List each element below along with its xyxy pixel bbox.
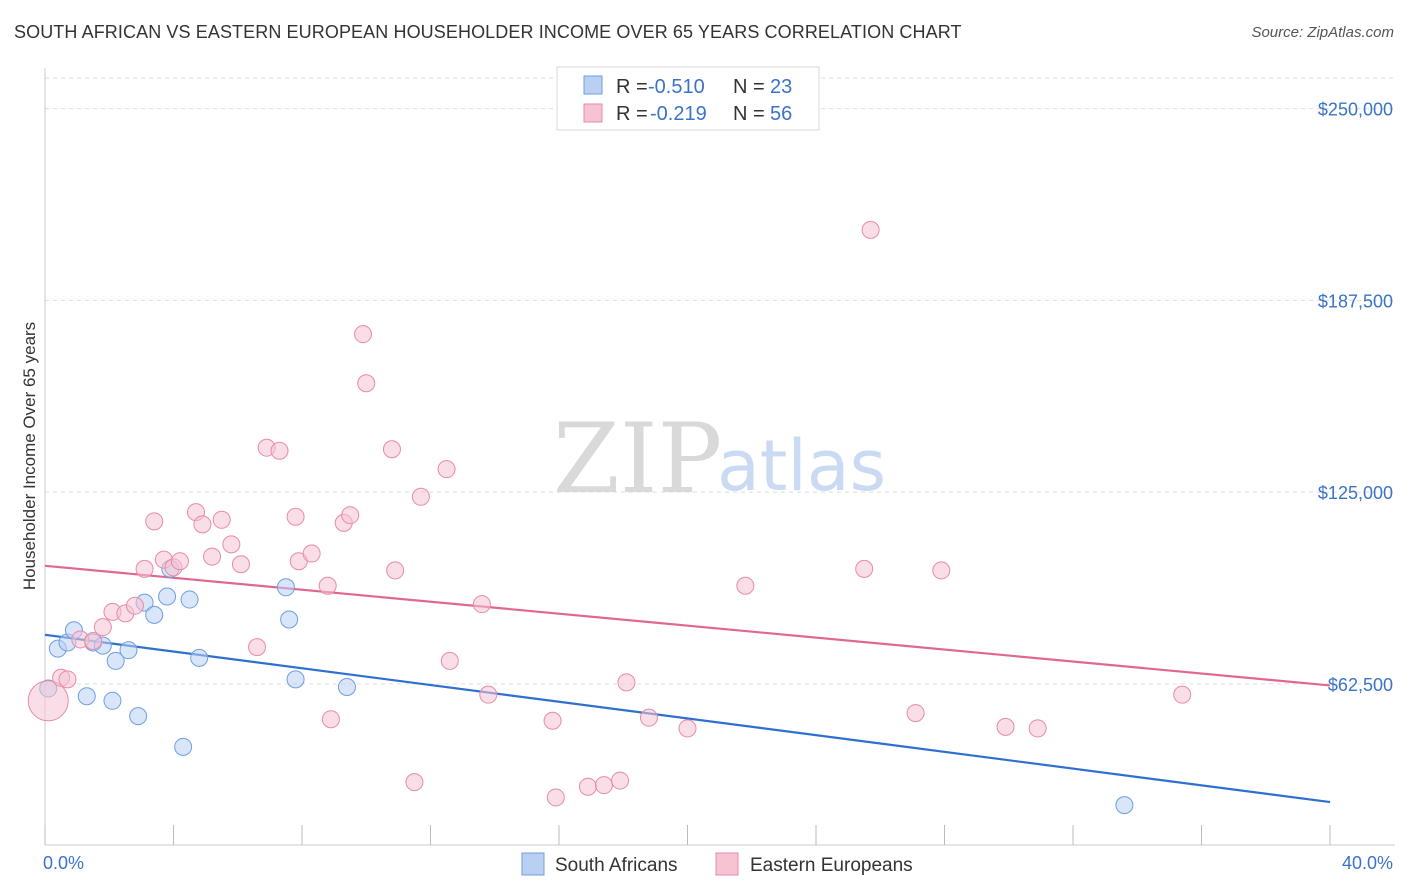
legend-n-label-1: N = bbox=[733, 76, 765, 98]
point-eastern-europeans bbox=[440, 651, 459, 670]
point-eastern-europeans bbox=[861, 220, 880, 239]
point-eastern-europeans bbox=[617, 673, 636, 692]
y-tick-labels: $250,000 $187,500 $125,000 $62,500 bbox=[1318, 100, 1393, 695]
point-eastern-europeans bbox=[170, 552, 189, 571]
point-eastern-europeans bbox=[203, 547, 222, 566]
legend-r-value-2: -0.219 bbox=[650, 103, 707, 125]
legend-swatch-eastern-europeans bbox=[583, 103, 603, 123]
point-eastern-europeans bbox=[135, 559, 154, 578]
series-legend-swatch-eastern-europeans bbox=[715, 852, 739, 876]
point-eastern-europeans bbox=[736, 576, 755, 595]
point-eastern-europeans bbox=[1173, 685, 1192, 704]
point-eastern-europeans bbox=[357, 374, 376, 393]
point-eastern-europeans bbox=[231, 555, 250, 574]
x-tick-label-min: 0.0% bbox=[43, 853, 84, 873]
point-south-africans bbox=[106, 651, 125, 670]
watermark: ZIP atlas bbox=[553, 403, 886, 515]
point-eastern-europeans bbox=[611, 771, 630, 790]
point-eastern-europeans bbox=[270, 441, 289, 460]
point-south-africans bbox=[145, 605, 164, 624]
point-eastern-europeans bbox=[639, 708, 658, 727]
point-south-africans bbox=[77, 687, 96, 706]
point-south-africans bbox=[190, 648, 209, 667]
point-eastern-europeans bbox=[678, 719, 697, 738]
legend-swatch-south-africans bbox=[583, 75, 603, 95]
point-eastern-europeans bbox=[125, 596, 144, 615]
point-eastern-europeans bbox=[145, 512, 164, 531]
y-axis-title: Householder Income Over 65 years bbox=[20, 322, 39, 590]
point-eastern-europeans bbox=[354, 325, 373, 344]
series-legend-swatch-south-africans bbox=[521, 852, 545, 876]
point-eastern-europeans bbox=[437, 460, 456, 479]
chart-title: SOUTH AFRICAN VS EASTERN EUROPEAN HOUSEH… bbox=[14, 22, 962, 42]
point-eastern-europeans bbox=[472, 595, 491, 614]
point-south-africans bbox=[286, 670, 305, 689]
series-legend: South Africans Eastern Europeans bbox=[521, 852, 913, 876]
point-eastern-europeans bbox=[405, 773, 424, 792]
point-south-africans bbox=[174, 737, 193, 756]
point-eastern-europeans bbox=[996, 717, 1015, 736]
point-eastern-europeans bbox=[1028, 719, 1047, 738]
point-eastern-europeans bbox=[341, 506, 360, 525]
stats-legend: R = -0.510 N = 23 R = -0.219 N = 56 bbox=[556, 66, 820, 131]
point-eastern-europeans bbox=[546, 788, 565, 807]
point-south-africans bbox=[119, 641, 138, 660]
legend-r-label-1: R = bbox=[616, 76, 648, 98]
legend-n-value-1: 23 bbox=[770, 76, 792, 98]
point-eastern-europeans bbox=[93, 618, 112, 637]
legend-r-label-2: R = bbox=[616, 103, 648, 125]
point-south-africans bbox=[280, 610, 299, 629]
axes bbox=[44, 68, 1395, 846]
point-eastern-europeans bbox=[411, 487, 430, 506]
series-legend-label-eastern-europeans: Eastern Europeans bbox=[750, 855, 913, 876]
y-tick-label: $125,000 bbox=[1318, 483, 1393, 503]
trend-line-south-africans bbox=[44, 633, 1331, 804]
point-eastern-europeans bbox=[594, 776, 613, 795]
point-eastern-europeans bbox=[222, 535, 241, 554]
point-eastern-europeans bbox=[321, 710, 340, 729]
point-eastern-europeans bbox=[27, 680, 69, 722]
y-tick-label: $187,500 bbox=[1318, 291, 1393, 311]
x-tick-label-max: 40.0% bbox=[1342, 853, 1393, 873]
point-eastern-europeans bbox=[932, 561, 951, 580]
point-eastern-europeans bbox=[578, 777, 597, 796]
point-eastern-europeans bbox=[58, 670, 77, 689]
point-eastern-europeans bbox=[212, 510, 231, 529]
legend-n-value-2: 56 bbox=[770, 103, 792, 125]
point-eastern-europeans bbox=[286, 507, 305, 526]
point-south-africans bbox=[1115, 796, 1134, 815]
point-eastern-europeans bbox=[382, 440, 401, 459]
legend-r-value-1: -0.510 bbox=[648, 76, 705, 98]
point-eastern-europeans bbox=[906, 704, 925, 723]
point-eastern-europeans bbox=[302, 544, 321, 563]
point-eastern-europeans bbox=[855, 559, 874, 578]
point-eastern-europeans bbox=[386, 561, 405, 580]
point-eastern-europeans bbox=[248, 638, 267, 657]
point-eastern-europeans bbox=[479, 685, 498, 704]
trend-line-eastern-europeans bbox=[44, 564, 1331, 687]
legend-n-label-2: N = bbox=[733, 103, 765, 125]
point-eastern-europeans bbox=[318, 576, 337, 595]
chart-source: Source: ZipAtlas.com bbox=[1251, 24, 1394, 41]
point-south-africans bbox=[158, 587, 177, 606]
point-south-africans bbox=[129, 707, 148, 726]
point-south-africans bbox=[276, 578, 295, 597]
trend-lines bbox=[44, 564, 1331, 804]
watermark-atlas: atlas bbox=[717, 425, 886, 507]
data-points bbox=[27, 220, 1192, 815]
point-south-africans bbox=[337, 677, 356, 696]
watermark-zip: ZIP bbox=[553, 403, 722, 515]
point-eastern-europeans bbox=[193, 515, 212, 534]
point-south-africans bbox=[180, 590, 199, 609]
series-legend-label-south-africans: South Africans bbox=[555, 855, 678, 876]
point-south-africans bbox=[103, 691, 122, 710]
gridlines bbox=[45, 77, 1395, 685]
y-tick-label: $250,000 bbox=[1318, 100, 1393, 120]
y-tick-label: $62,500 bbox=[1328, 675, 1393, 695]
point-eastern-europeans bbox=[84, 631, 103, 650]
point-eastern-europeans bbox=[543, 711, 562, 730]
